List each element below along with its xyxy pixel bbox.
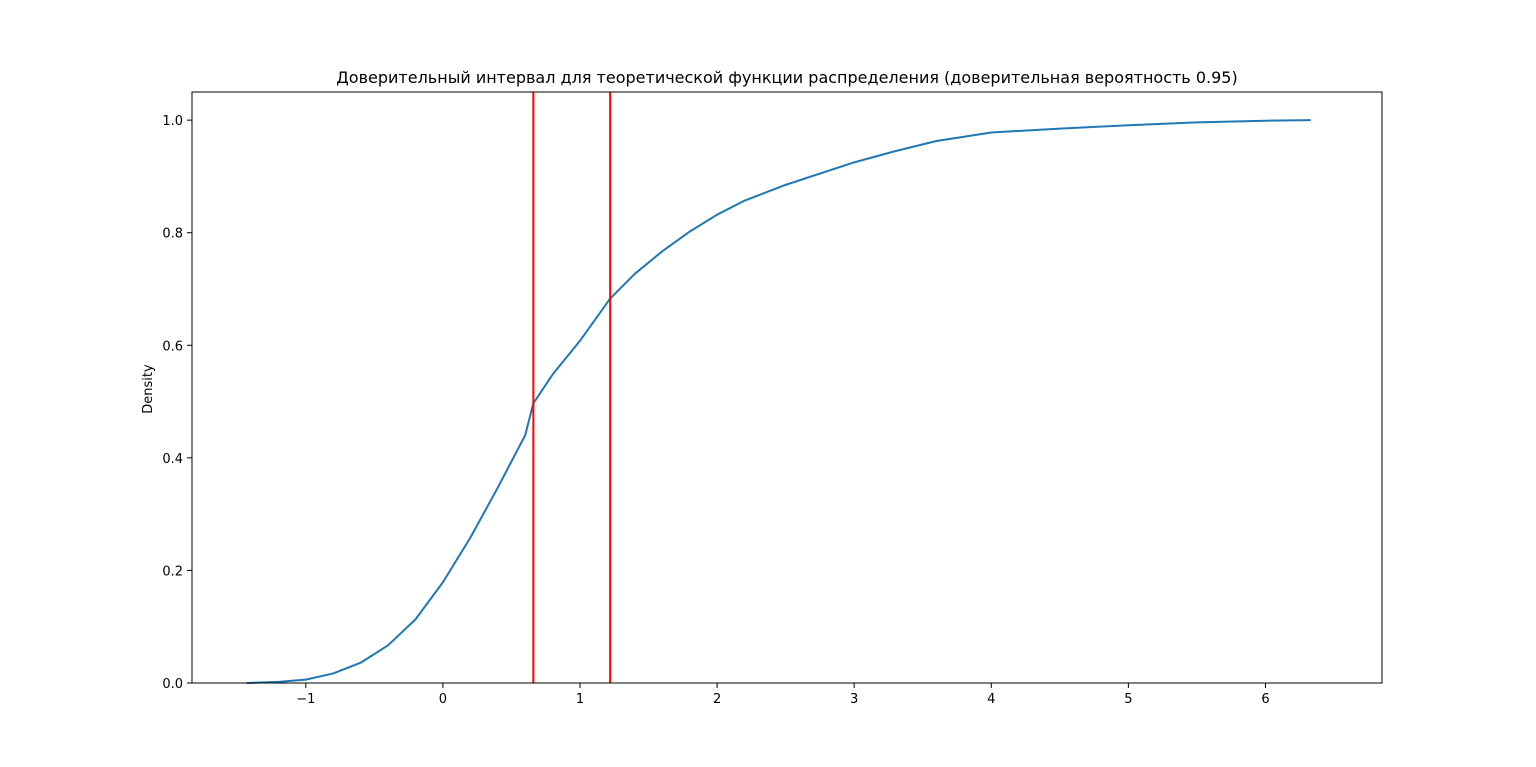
- y-tick-label-0: 0.0: [162, 677, 183, 692]
- y-tick-label-1: 0.2: [162, 564, 183, 579]
- y-tick-label-2: 0.4: [162, 452, 183, 467]
- x-tick-label-0: −1: [296, 692, 315, 707]
- x-tick-label-5: 4: [987, 692, 995, 707]
- x-tick-label-6: 5: [1124, 692, 1132, 707]
- x-tick-label-1: 0: [439, 692, 447, 707]
- plot-area: −1 0 1 2 3 4 5 6 0.0 0.2 0.4 0.6 0.8 1.0: [162, 91, 1383, 707]
- y-tick-label-3: 0.6: [162, 339, 183, 354]
- x-tick-label-4: 3: [850, 692, 858, 707]
- x-tick-label-3: 2: [713, 692, 721, 707]
- y-axis-label: Density: [141, 364, 156, 414]
- axes-frame: [191, 91, 1383, 684]
- x-tick-label-2: 1: [576, 692, 584, 707]
- y-tick-label-5: 1.0: [162, 114, 183, 129]
- y-tick-label-4: 0.8: [162, 227, 183, 242]
- series-line-0: [246, 119, 1311, 684]
- chart-title: Доверительный интервал для теоретической…: [336, 68, 1237, 87]
- x-tick-label-7: 6: [1261, 692, 1269, 707]
